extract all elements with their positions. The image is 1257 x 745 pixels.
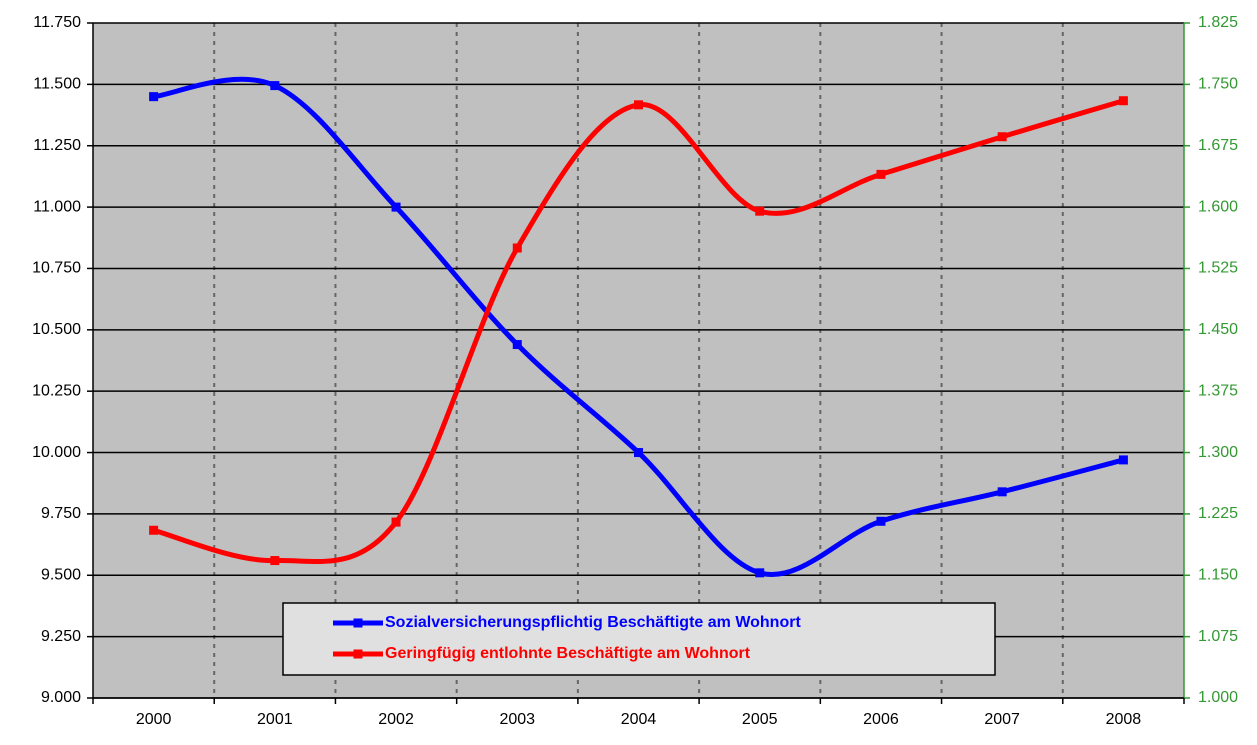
point-marker (149, 525, 159, 535)
point-marker (755, 206, 765, 216)
y2-tick-label: 1.000 (1198, 689, 1238, 706)
legend-label: Sozialversicherungspflichtig Beschäftigt… (385, 614, 801, 631)
point-marker (634, 448, 643, 458)
point-marker (512, 243, 522, 253)
point-marker (755, 568, 765, 578)
y2-tick-label: 1.450 (1198, 321, 1238, 338)
point-marker (997, 487, 1007, 497)
point-marker (391, 202, 401, 212)
y2-tick-label: 1.225 (1198, 505, 1238, 522)
point-marker (149, 92, 159, 102)
y-tick-label: 9.500 (41, 566, 81, 583)
y2-tick-label: 1.150 (1198, 566, 1238, 583)
x-tick-label: 2000 (136, 711, 172, 728)
point-marker (1118, 96, 1128, 106)
y2-tick-label: 1.675 (1198, 137, 1238, 154)
y-tick-label: 10.000 (32, 444, 81, 461)
y2-tick-label: 1.300 (1198, 444, 1238, 461)
y-tick-label: 10.250 (32, 382, 81, 399)
point-marker (512, 340, 522, 350)
x-tick-label: 2002 (378, 711, 414, 728)
point-marker (634, 100, 643, 110)
y-tick-label: 9.750 (41, 505, 81, 522)
legend-label: Geringfügig entlohnte Beschäftigte am Wo… (385, 645, 751, 662)
y-tick-label: 9.000 (41, 689, 81, 706)
y-tick-label: 11.000 (33, 198, 81, 215)
point-marker (876, 516, 886, 526)
x-tick-label: 2005 (742, 711, 778, 728)
y-tick-label: 11.750 (33, 14, 81, 31)
point-marker (270, 81, 280, 91)
y-tick-label: 10.750 (32, 260, 81, 277)
series-line (152, 98, 1125, 565)
x-tick-label: 2004 (621, 711, 657, 728)
y-tick-label: 11.500 (33, 76, 81, 93)
y2-tick-label: 1.825 (1198, 14, 1238, 31)
point-marker (997, 132, 1007, 142)
plot-area (93, 23, 1184, 698)
x-tick-label: 2008 (1106, 711, 1142, 728)
y2-tick-label: 1.525 (1198, 260, 1238, 277)
x-tick-label: 2003 (499, 711, 535, 728)
x-tick-label: 2006 (863, 711, 899, 728)
y-tick-label: 9.250 (41, 628, 81, 645)
y2-tick-label: 1.375 (1198, 382, 1238, 399)
x-tick-label: 2001 (257, 711, 293, 728)
legend-marker (353, 618, 363, 628)
y2-tick-label: 1.750 (1198, 76, 1238, 93)
y-tick-label: 10.500 (32, 321, 81, 338)
legend-box (282, 602, 996, 676)
point-marker (876, 169, 886, 179)
point-marker (391, 517, 401, 527)
point-marker (1118, 455, 1128, 465)
point-marker (270, 556, 280, 566)
legend-marker (353, 649, 363, 659)
y2-tick-label: 1.075 (1198, 628, 1238, 645)
x-tick-label: 2007 (984, 711, 1020, 728)
y-tick-label: 11.250 (33, 137, 81, 154)
y2-tick-label: 1.600 (1198, 198, 1238, 215)
